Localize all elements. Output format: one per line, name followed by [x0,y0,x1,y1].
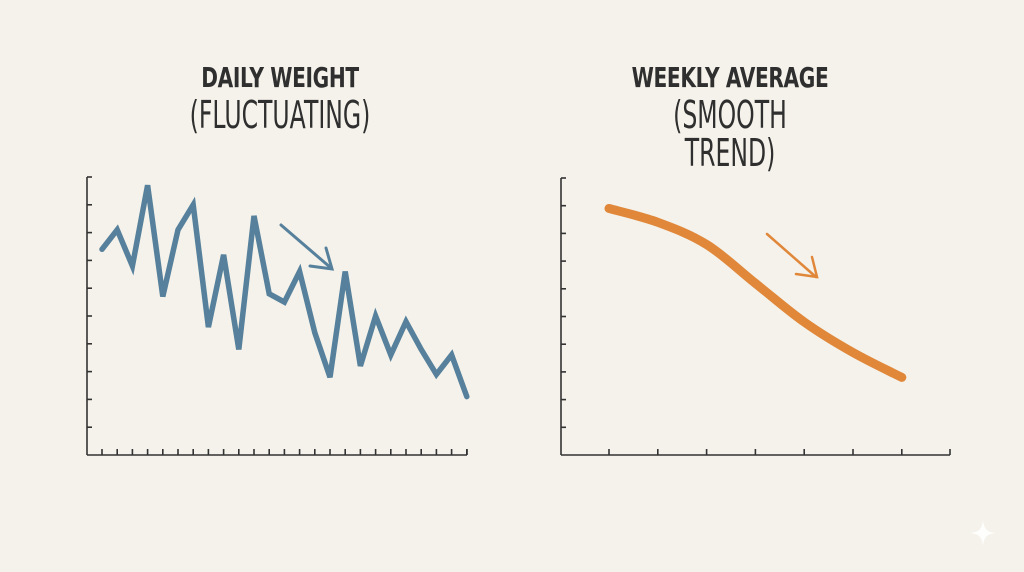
weekly-average-axes [560,177,951,456]
title-line1: WEEKLY AVERAGE [631,61,829,94]
daily-weight-line [99,184,470,400]
down-right-arrow-icon [279,223,335,271]
weekly-average-line [604,203,907,382]
title-line2: (SMOOTH TREND) [673,93,787,175]
down-right-arrow-icon [765,232,819,279]
daily-weight-title: DAILY WEIGHT (FLUCTUATING) [130,61,430,137]
weekly-average-title: WEEKLY AVERAGE (SMOOTH TREND) [580,61,880,175]
sparkle-icon [970,520,996,546]
title-line1: DAILY WEIGHT [201,61,359,94]
title-line2: (FLUCTUATING) [189,93,371,137]
daily-weight-axes [86,176,468,456]
